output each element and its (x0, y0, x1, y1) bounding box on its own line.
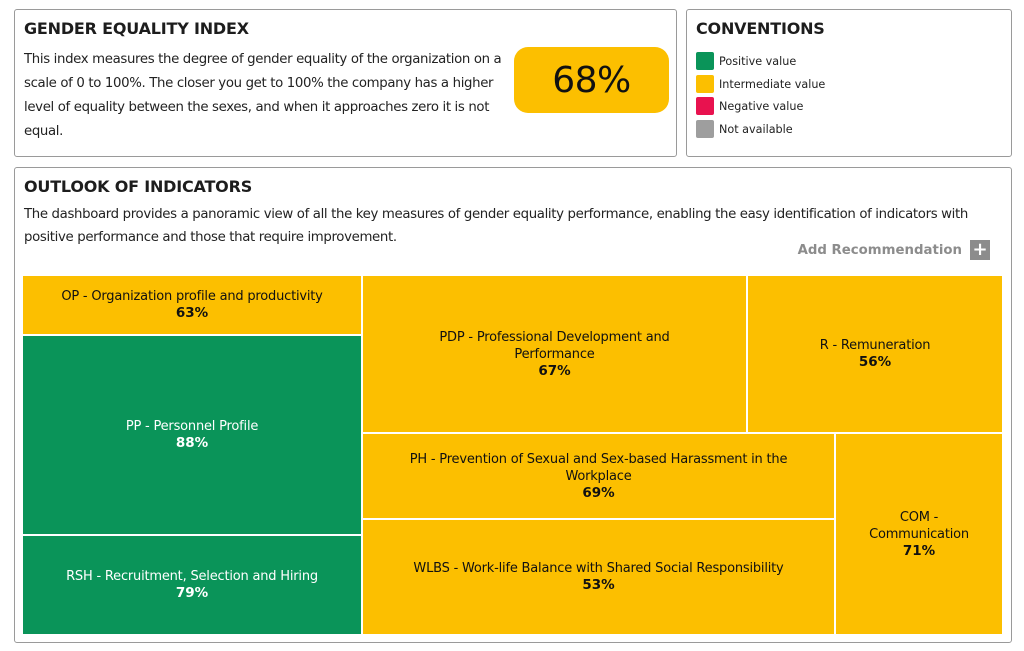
gender-equality-index-panel: GENDER EQUALITY INDEX This index measure… (14, 9, 677, 157)
indicator-name: RSH - Recruitment, Selection and Hiring (66, 569, 318, 584)
legend-positive: Positive value (696, 52, 796, 70)
indicator-tile-wlbs[interactable]: WLBS - Work-life Balance with Shared Soc… (362, 519, 835, 635)
indicator-value: 67% (538, 362, 571, 379)
legend-negative: Negative value (696, 97, 803, 115)
indicator-name: COM - Communication (869, 509, 969, 542)
indicator-value: 56% (858, 354, 892, 370)
indicator-tile-pp[interactable]: PP - Personnel Profile 88% (22, 335, 362, 535)
indicator-name: WLBS - Work-life Balance with Shared Soc… (413, 561, 784, 576)
indicator-tile-ph[interactable]: PH - Prevention of Sexual and Sex-based … (362, 433, 835, 519)
legend-intermediate-label: Intermediate value (719, 77, 826, 91)
legend-negative-label: Negative value (719, 99, 804, 113)
indicator-tile-pdp[interactable]: PDP - Professional Development and Perfo… (362, 275, 747, 433)
indicator-value: 63% (175, 305, 209, 321)
conventions-title: CONVENTIONS (696, 19, 825, 38)
indicator-value: 71% (902, 542, 936, 559)
indicator-name: PP - Personnel Profile (125, 419, 259, 434)
indicators-treemap: OP - Organization profile and productivi… (22, 275, 1003, 635)
gender-equality-index-title: GENDER EQUALITY INDEX (24, 19, 249, 38)
legend-not-available-label: Not available (719, 122, 793, 136)
indicator-value: 69% (582, 484, 615, 501)
indicator-name: R - Remuneration (819, 338, 931, 353)
indicator-value: 88% (175, 435, 209, 451)
legend-intermediate: Intermediate value (696, 75, 825, 93)
add-recommendation-label[interactable]: Add Recommendation (797, 242, 962, 258)
indicator-name: OP - Organization profile and productivi… (61, 289, 323, 304)
positive-swatch (696, 52, 714, 70)
legend-positive-label: Positive value (719, 54, 797, 68)
indicator-name: PH - Prevention of Sexual and Sex-based … (409, 451, 788, 484)
indicator-value: 79% (175, 585, 209, 601)
legend-not-available: Not available (696, 120, 793, 138)
indicator-tile-com[interactable]: COM - Communication 71% (835, 433, 1003, 635)
indicator-tile-op[interactable]: OP - Organization profile and productivi… (22, 275, 362, 335)
not-available-swatch (696, 120, 714, 138)
outlook-title: OUTLOOK OF INDICATORS (24, 177, 253, 196)
plus-icon[interactable]: + (970, 240, 990, 260)
indicator-tile-rsh[interactable]: RSH - Recruitment, Selection and Hiring … (22, 535, 362, 635)
indicator-name: PDP - Professional Development and Perfo… (439, 329, 670, 362)
gender-equality-index-value: 68% (514, 47, 669, 113)
intermediate-swatch (696, 75, 714, 93)
indicator-tile-r[interactable]: R - Remuneration 56% (747, 275, 1003, 433)
add-recommendation-button[interactable]: Add Recommendation + (798, 240, 990, 260)
outlook-description: The dashboard provides a panoramic view … (24, 207, 968, 245)
gender-equality-index-description: This index measures the degree of gender… (24, 52, 502, 139)
indicator-value: 53% (582, 577, 615, 593)
conventions-panel: CONVENTIONS Positive value Intermediate … (686, 9, 1012, 157)
negative-swatch (696, 97, 714, 115)
